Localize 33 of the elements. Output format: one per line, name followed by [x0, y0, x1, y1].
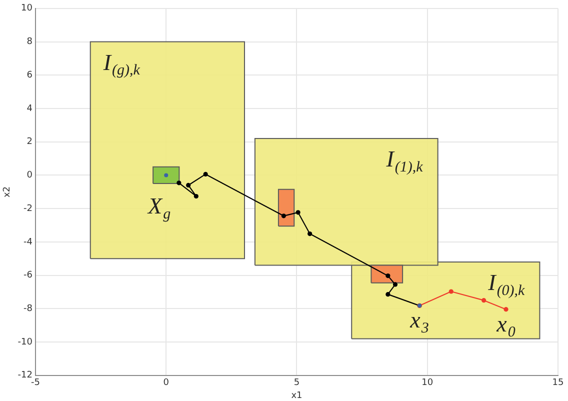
point [281, 214, 286, 218]
point [194, 194, 198, 199]
y-tick-label: 4 [26, 104, 33, 114]
y-tick-label: -4 [24, 237, 33, 248]
x-tick-label: 0 [163, 378, 170, 388]
y-tick-label: -10 [18, 337, 33, 348]
x-axis-title: x1 [291, 390, 302, 401]
point [504, 307, 508, 312]
y-tick-label: 0 [26, 170, 33, 181]
x-tick-label: 10 [422, 378, 434, 388]
y-tick-label: -12 [18, 370, 32, 381]
x-tick-label: 15 [552, 378, 564, 388]
y-tick-label: 8 [26, 37, 33, 48]
point [176, 180, 182, 186]
x-tick-label: -5 [31, 378, 40, 388]
point [482, 298, 486, 303]
x-tick-label: 5 [294, 378, 300, 388]
point [186, 182, 191, 188]
y-tick-label: 2 [26, 137, 32, 148]
y-tick-label: 10 [21, 4, 33, 14]
y-tick-label: -2 [24, 204, 32, 214]
point [296, 210, 300, 215]
point [448, 289, 454, 294]
point [308, 231, 312, 236]
y-tick-label: -8 [24, 304, 33, 314]
y-tick-label: -6 [24, 270, 33, 281]
point [203, 172, 208, 177]
point [386, 274, 390, 278]
point [164, 173, 168, 178]
point [386, 292, 390, 297]
y-axis-title: x2 [2, 186, 13, 198]
point [392, 282, 398, 287]
y-tick-label: 6 [26, 70, 33, 80]
